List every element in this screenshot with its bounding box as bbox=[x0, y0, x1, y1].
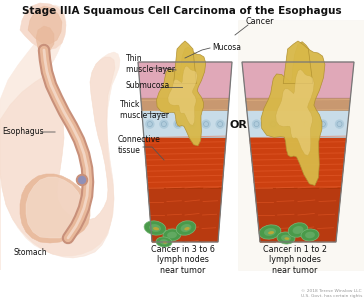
Text: Submucosa: Submucosa bbox=[126, 82, 170, 91]
Ellipse shape bbox=[176, 221, 196, 235]
Ellipse shape bbox=[144, 221, 166, 235]
Ellipse shape bbox=[277, 232, 295, 244]
Polygon shape bbox=[36, 26, 54, 51]
Ellipse shape bbox=[264, 228, 276, 236]
Text: Connective
tissue: Connective tissue bbox=[118, 135, 161, 155]
Ellipse shape bbox=[181, 224, 191, 232]
Polygon shape bbox=[20, 174, 90, 243]
Text: Esophagus: Esophagus bbox=[2, 128, 44, 136]
Circle shape bbox=[202, 120, 210, 128]
Polygon shape bbox=[254, 188, 341, 242]
Ellipse shape bbox=[288, 223, 308, 237]
Polygon shape bbox=[142, 111, 228, 138]
Circle shape bbox=[188, 120, 196, 128]
Ellipse shape bbox=[184, 227, 190, 230]
Polygon shape bbox=[174, 41, 196, 84]
Polygon shape bbox=[0, 5, 120, 270]
Text: OR: OR bbox=[229, 120, 247, 130]
Polygon shape bbox=[250, 138, 347, 188]
Polygon shape bbox=[148, 188, 222, 242]
Polygon shape bbox=[276, 69, 314, 155]
Ellipse shape bbox=[167, 232, 177, 238]
Text: Cancer: Cancer bbox=[246, 17, 274, 26]
Polygon shape bbox=[242, 62, 354, 98]
Text: Mucosa: Mucosa bbox=[212, 43, 241, 52]
Polygon shape bbox=[144, 138, 226, 188]
Circle shape bbox=[146, 120, 154, 128]
Circle shape bbox=[286, 120, 294, 128]
Text: Stage IIIA Squamous Cell Carcinoma of the Esophagus: Stage IIIA Squamous Cell Carcinoma of th… bbox=[22, 6, 342, 16]
Ellipse shape bbox=[305, 232, 315, 238]
Ellipse shape bbox=[159, 239, 169, 245]
Ellipse shape bbox=[163, 242, 167, 244]
Ellipse shape bbox=[156, 237, 172, 247]
Polygon shape bbox=[261, 42, 325, 185]
Polygon shape bbox=[26, 177, 83, 238]
Circle shape bbox=[336, 120, 344, 128]
Circle shape bbox=[174, 120, 182, 128]
Ellipse shape bbox=[268, 231, 274, 234]
Circle shape bbox=[302, 120, 310, 128]
Polygon shape bbox=[283, 41, 313, 84]
Ellipse shape bbox=[149, 224, 161, 232]
Text: Thick
muscle layer: Thick muscle layer bbox=[120, 100, 169, 120]
Text: Stomach: Stomach bbox=[13, 248, 47, 257]
Circle shape bbox=[269, 120, 277, 128]
Circle shape bbox=[76, 175, 87, 185]
Ellipse shape bbox=[163, 229, 181, 241]
Polygon shape bbox=[157, 47, 206, 146]
Ellipse shape bbox=[281, 235, 291, 241]
Text: © 2018 Terese Winslow LLC
U.S. Govt. has certain rights: © 2018 Terese Winslow LLC U.S. Govt. has… bbox=[301, 290, 362, 298]
Polygon shape bbox=[20, 3, 66, 50]
Circle shape bbox=[160, 120, 168, 128]
Polygon shape bbox=[28, 6, 62, 44]
Polygon shape bbox=[247, 111, 349, 138]
Ellipse shape bbox=[153, 227, 159, 230]
Ellipse shape bbox=[284, 237, 289, 240]
Circle shape bbox=[253, 120, 261, 128]
Polygon shape bbox=[0, 57, 115, 270]
Polygon shape bbox=[168, 66, 197, 125]
Circle shape bbox=[79, 176, 86, 184]
Ellipse shape bbox=[259, 225, 281, 239]
Text: Cancer in 1 to 2
lymph nodes
near tumor: Cancer in 1 to 2 lymph nodes near tumor bbox=[263, 245, 327, 275]
Polygon shape bbox=[246, 98, 351, 111]
Polygon shape bbox=[238, 20, 364, 270]
Polygon shape bbox=[141, 98, 229, 111]
Polygon shape bbox=[138, 62, 232, 98]
Ellipse shape bbox=[293, 226, 304, 234]
Text: Thin
muscle layer: Thin muscle layer bbox=[126, 54, 175, 74]
Circle shape bbox=[216, 120, 224, 128]
Circle shape bbox=[319, 120, 327, 128]
Ellipse shape bbox=[301, 229, 319, 241]
Text: Cancer in 3 to 6
lymph nodes
near tumor: Cancer in 3 to 6 lymph nodes near tumor bbox=[151, 245, 215, 275]
